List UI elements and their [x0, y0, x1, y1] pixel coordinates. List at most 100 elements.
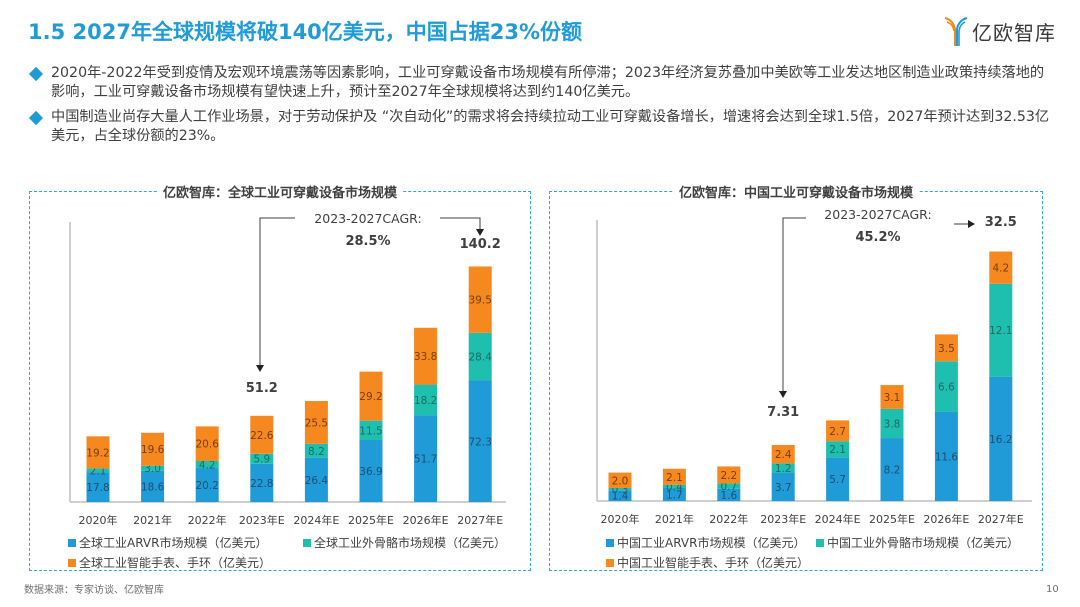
bar-value-label: 2.4	[775, 449, 792, 461]
arrow-right-icon	[968, 220, 975, 228]
bar-value-label: 5.9	[253, 454, 270, 466]
bar-value-label: 28.4	[469, 352, 493, 364]
bar-segment-arvr	[662, 487, 686, 501]
bar-value-label: 1.2	[775, 463, 792, 475]
x-tick-label: 2024年E	[815, 512, 861, 526]
bar-value-label: 17.8	[86, 482, 109, 494]
bar-segment-arvr	[717, 488, 741, 501]
legend-item-exo: 全球工业外骨骼市场规模（亿美元）	[303, 534, 506, 551]
bar-value-label: 16.2	[989, 434, 1012, 446]
bar-segment-exo	[359, 420, 383, 441]
x-tick-label: 2026年E	[403, 513, 449, 527]
bar-segment-arvr	[771, 472, 795, 501]
bar-segment-watch	[250, 415, 274, 454]
logo-text: 亿欧智库	[972, 20, 1056, 45]
bar-value-label: 3.5	[938, 343, 955, 355]
arrow-down-icon	[476, 229, 484, 236]
bar-value-label: 1.7	[666, 489, 683, 501]
end-total-label: 140.2	[460, 237, 501, 252]
bar-value-label: 8.2	[308, 446, 325, 458]
bar-segment-exo	[717, 483, 741, 489]
x-tick-label: 2020年	[601, 512, 640, 526]
bar-value-label: 4.2	[199, 460, 216, 472]
x-tick-label: 2027年E	[978, 512, 1024, 526]
start-total-label: 7.31	[767, 405, 799, 420]
china-chart-panel: 亿欧智库：中国工业可穿戴设备市场规模 中国工业ARVR市场规模（亿美元） 中国工…	[549, 186, 1043, 571]
bar-segment-exo	[880, 408, 904, 439]
bar-value-label: 19.2	[86, 447, 109, 459]
bar-segment-watch	[608, 472, 632, 488]
bar-value-label: 2.1	[666, 472, 683, 484]
logo-mark-icon	[944, 17, 968, 46]
bar-segment-exo	[250, 453, 274, 464]
bar-segment-watch	[826, 420, 850, 442]
bar-segment-watch	[141, 432, 165, 466]
global-chart-panel: 亿欧智库：全球工业可穿戴设备市场规模 全球工业ARVR市场规模（亿美元） 全球工…	[29, 186, 531, 571]
start-total-label: 51.2	[246, 381, 278, 396]
bar-segment-exo	[989, 283, 1013, 377]
bar-value-label: 0.7	[720, 481, 737, 493]
bar-segment-watch	[717, 466, 741, 484]
legend-item-arvr: 全球工业ARVR市场规模（亿美元）	[68, 534, 267, 551]
bar-segment-watch	[934, 334, 958, 362]
bar-segment-arvr	[141, 470, 165, 502]
global-chart-title: 亿欧智库：全球工业可穿戴设备市场规模	[30, 182, 530, 201]
bar-value-label: 26.4	[305, 475, 329, 487]
bar-value-label: 5.7	[829, 474, 846, 486]
page-number: 10	[1046, 584, 1059, 595]
bullet-text: 2020年-2022年受到疫情及宏观环境震荡等因素影响，工业可穿戴设备市场规模有…	[51, 65, 1045, 100]
bar-segment-arvr	[195, 468, 219, 502]
bar-value-label: 12.1	[989, 325, 1012, 337]
bar-segment-arvr	[304, 457, 328, 502]
bar-value-label: 11.6	[935, 451, 959, 463]
bar-value-label: 36.9	[359, 466, 382, 478]
bar-segment-watch	[86, 436, 110, 469]
bar-segment-watch	[662, 468, 686, 485]
bar-segment-exo	[195, 461, 219, 469]
bar-value-label: 51.7	[414, 454, 437, 466]
bar-segment-watch	[359, 371, 383, 421]
bar-value-label: 39.5	[469, 295, 492, 307]
cagr-right-line	[440, 217, 481, 230]
x-tick-label: 2026年E	[923, 512, 969, 526]
bar-value-label: 4.2	[992, 263, 1009, 275]
bar-segment-watch	[414, 327, 438, 385]
bar-value-label: 72.3	[469, 436, 492, 448]
bar-value-label: 18.2	[414, 395, 437, 407]
bar-value-label: 2.1	[829, 444, 846, 456]
bar-value-label: 25.5	[305, 417, 328, 429]
x-tick-label: 2023年E	[760, 512, 806, 526]
bar-segment-arvr	[414, 415, 438, 502]
end-total-label: 32.5	[985, 215, 1017, 230]
bar-value-label: 20.6	[196, 439, 220, 451]
bar-value-label: 19.6	[141, 444, 165, 456]
x-tick-label: 2024年E	[293, 513, 339, 527]
x-tick-label: 2027年E	[457, 513, 503, 527]
summary-bullets: 2020年-2022年受到疫情及宏观环境震荡等因素影响，工业可穿戴设备市场规模有…	[28, 64, 1058, 152]
bar-value-label: 3.0	[144, 463, 161, 475]
bar-value-label: 18.6	[141, 481, 165, 493]
bar-value-label: 20.2	[196, 480, 219, 492]
bar-segment-arvr	[86, 472, 110, 502]
bar-segment-exo	[468, 332, 492, 381]
bar-segment-arvr	[934, 411, 958, 501]
cagr-label: 2023-2027CAGR:	[314, 211, 421, 226]
x-tick-label: 2021年	[133, 513, 172, 527]
bar-segment-watch	[880, 385, 904, 409]
bullet-text: 中国制造业尚存大量人工作业场景，对于劳动保护及 “次自动化”的需求将会持续拉动工…	[51, 109, 1050, 144]
bar-value-label: 22.8	[250, 478, 273, 490]
legend-item-watch: 全球工业智能手表、手环（亿美元）	[68, 554, 271, 571]
x-tick-label: 2020年	[79, 513, 118, 527]
bar-segment-exo	[826, 441, 850, 458]
legend-item-arvr: 中国工业ARVR市场规模（亿美元）	[606, 534, 805, 551]
x-tick-label: 2025年E	[348, 513, 394, 527]
bar-segment-exo	[304, 443, 328, 458]
x-tick-label: 2022年	[188, 513, 227, 527]
bullet-item: 2020年-2022年受到疫情及宏观环境震荡等因素影响，工业可穿戴设备市场规模有…	[28, 64, 1058, 102]
bar-segment-exo	[608, 487, 632, 491]
bar-segment-watch	[989, 251, 1013, 284]
bar-value-label: 1.4	[612, 491, 629, 503]
x-tick-label: 2023年E	[239, 513, 285, 527]
